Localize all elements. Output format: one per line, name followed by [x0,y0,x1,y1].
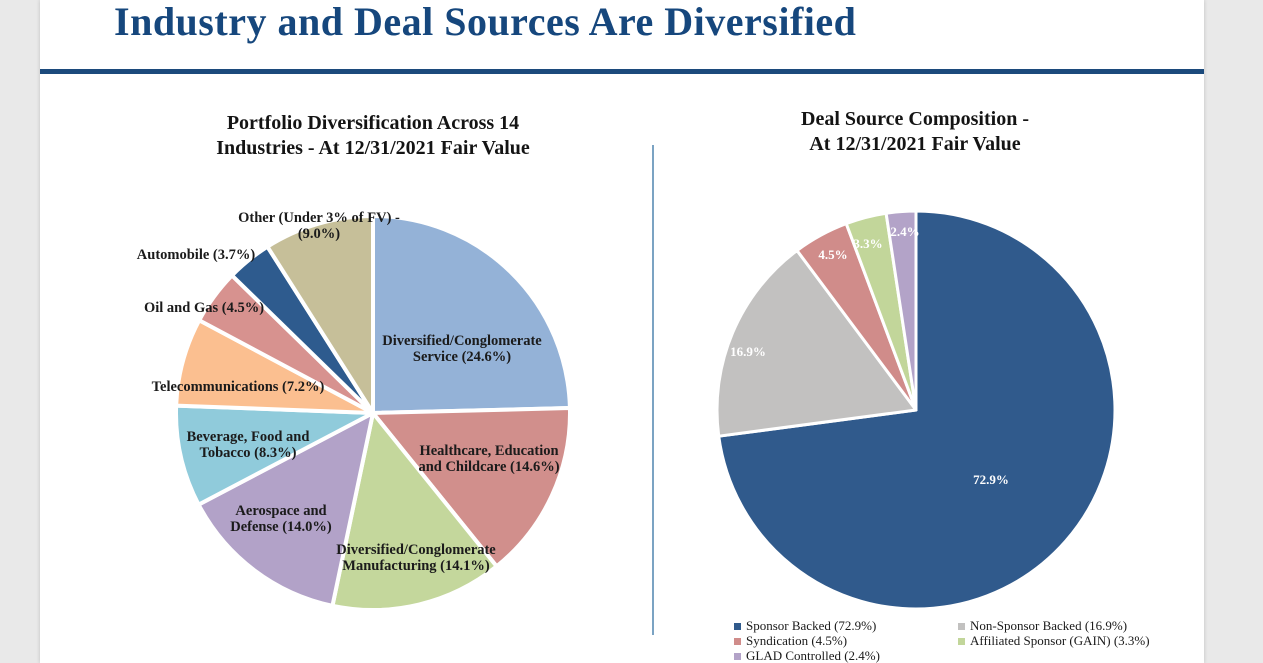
panel-divider [652,145,654,635]
legend-item-non-sponsor-backed-16-9: Non-Sponsor Backed (16.9%) [958,619,1127,633]
title-rule [40,69,1204,74]
pie-slice-label-diversified-conglomerate-service: Diversified/Conglomerate Service (24.6%) [382,333,542,365]
pie-slice-label-non-sponsor-backed: 16.9% [730,344,766,359]
pie-slice-glad-controlled [884,209,918,412]
industry-pie-chart [174,214,572,612]
chart-title-line: At 12/31/2021 Fair Value [809,133,1021,155]
legend-swatch-icon [734,652,741,660]
pie-slice-diversified-conglomerate-manufacturing [330,411,499,612]
legend-item-glad-controlled-2-4: GLAD Controlled (2.4%) [734,649,880,663]
deal-source-pie-chart [715,209,1117,611]
legend-item-syndication-4-5: Syndication (4.5%) [734,634,847,648]
legend-label: Non-Sponsor Backed (16.9%) [970,618,1128,633]
pie-slice-label-syndication: 4.5% [818,247,848,262]
pie-slice-label-healthcare-education-and-childcare: Healthcare, Education and Childcare (14.… [418,443,560,475]
industry-pie-chart-title: Portfolio Diversification Across 14 Indus… [216,111,530,161]
chart-title-line: Deal Source Composition - [801,108,1029,130]
pie-slice-label-other-under-3-of-fv: Other (Under 3% of FV) - (9.0%) [238,210,400,242]
pie-slice-label-automobile: Automobile (3.7%) [136,247,256,263]
pie-slice-healthcare-education-and-childcare [371,406,572,569]
pie-slice-non-sponsor-backed [715,248,918,438]
pie-slice-other-under-3-of-fv [265,214,375,415]
pie-slice-diversified-conglomerate-service [371,214,572,415]
pie-slice-label-telecommunications: Telecommunications (7.2%) [151,379,325,395]
pie-slice-label-diversified-conglomerate-manufacturing: Diversified/Conglomerate Manufacturing (… [336,542,496,574]
legend-label: Affiliated Sponsor (GAIN) (3.3%) [970,633,1150,648]
pie-slice-label-beverage-food-and-tobacco: Beverage, Food and Tobacco (8.3%) [186,429,310,461]
chart-title-line: Industries - At 12/31/2021 Fair Value [216,137,530,159]
pie-slice-aerospace-and-defense [196,411,375,608]
chart-title-line: Portfolio Diversification Across 14 [226,112,520,134]
legend-swatch-icon [734,637,741,645]
legend-label: Syndication (4.5%) [746,633,848,648]
page-title: Industry and Deal Sources Are Diversifie… [114,0,857,44]
legend-label: GLAD Controlled (2.4%) [746,648,880,663]
legend-swatch-icon [958,637,965,645]
pie-slice-label-oil-and-gas: Oil and Gas (4.5%) [143,300,265,316]
deal-source-pie-chart-title: Deal Source Composition - At 12/31/2021 F… [801,107,1029,157]
pie-slice-label-glad-controlled: 2.4% [890,224,920,239]
legend-swatch-icon [958,622,965,630]
legend-item-affiliated-sponsor-gain-3-3: Affiliated Sponsor (GAIN) (3.3%) [958,634,1150,648]
pie-slice-label-sponsor-backed: 72.9% [973,472,1009,487]
pie-slice-label-aerospace-and-defense: Aerospace and Defense (14.0%) [230,503,332,535]
legend-label: Sponsor Backed (72.9%) [746,618,877,633]
pie-slice-label-affiliated-sponsor-gain: 3.3% [853,236,883,251]
legend-swatch-icon [734,622,741,630]
legend-item-sponsor-backed-72-9: Sponsor Backed (72.9%) [734,619,876,633]
